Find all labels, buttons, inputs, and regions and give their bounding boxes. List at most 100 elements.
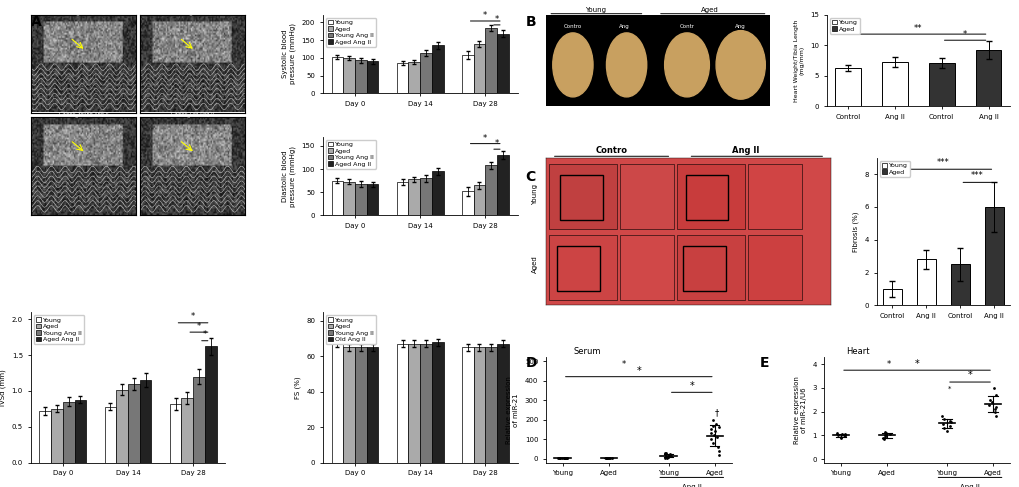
Y-axis label: Heart Weight/Tibia Length
(mg/mm): Heart Weight/Tibia Length (mg/mm) — [793, 19, 804, 101]
Point — [658, 454, 675, 462]
Point — [553, 454, 570, 462]
Text: *: * — [636, 366, 641, 375]
Ellipse shape — [606, 33, 646, 97]
Text: Young: Young — [531, 184, 537, 205]
Text: Ang II: Ang II — [681, 484, 701, 487]
Point — [659, 453, 676, 461]
Bar — [63, 402, 74, 463]
Point — [556, 454, 573, 462]
Point — [941, 422, 957, 430]
Y-axis label: Relative expression
of miR-21/U6: Relative expression of miR-21/U6 — [793, 376, 806, 444]
Point — [710, 447, 727, 455]
Point — [833, 431, 849, 438]
Text: *: * — [203, 330, 207, 339]
Point — [662, 452, 679, 460]
Text: Contr: Contr — [679, 24, 694, 29]
Point — [707, 420, 723, 428]
Point — [985, 408, 1002, 415]
Point — [660, 451, 677, 459]
Text: B: B — [525, 15, 535, 29]
Point — [597, 454, 613, 462]
Point — [706, 428, 722, 435]
Point — [881, 431, 898, 438]
Bar — [916, 260, 934, 305]
FancyBboxPatch shape — [677, 235, 745, 300]
Bar — [984, 207, 1003, 305]
Point — [658, 453, 675, 461]
Legend: Young, Aged: Young, Aged — [829, 18, 859, 34]
Point — [704, 439, 720, 447]
Point — [601, 454, 618, 462]
Text: *: * — [962, 30, 966, 39]
Point — [660, 451, 677, 459]
Point — [657, 450, 674, 457]
Ellipse shape — [552, 33, 592, 97]
Point — [657, 452, 674, 460]
Point — [702, 430, 718, 437]
Legend: Young, Aged, Young Ang II, Aged Ang II: Young, Aged, Young Ang II, Aged Ang II — [34, 315, 84, 344]
Point — [656, 450, 673, 458]
Bar — [343, 58, 355, 94]
FancyBboxPatch shape — [677, 164, 745, 228]
Point — [874, 434, 891, 442]
Point — [556, 454, 573, 462]
Bar — [331, 181, 343, 215]
Bar — [169, 404, 181, 463]
Point — [835, 431, 851, 439]
Legend: Young, Aged, Young Ang II, Old Ang II: Young, Aged, Young Ang II, Old Ang II — [325, 315, 376, 344]
Ellipse shape — [715, 31, 764, 99]
Y-axis label: Fibrosis (%): Fibrosis (%) — [852, 211, 858, 252]
Text: Aged: Aged — [531, 255, 537, 273]
Point — [943, 418, 959, 426]
Point — [980, 401, 997, 409]
Text: E: E — [759, 356, 768, 370]
Bar — [496, 155, 508, 215]
FancyBboxPatch shape — [748, 164, 802, 228]
Bar — [835, 68, 860, 106]
Text: *: * — [967, 371, 971, 380]
Y-axis label: Systolic blood
pressure (mmHg): Systolic blood pressure (mmHg) — [282, 23, 296, 84]
Bar — [355, 60, 367, 94]
Bar — [181, 398, 193, 463]
Bar — [367, 61, 378, 94]
Text: *: * — [494, 15, 498, 24]
Bar — [193, 376, 205, 463]
Bar — [431, 171, 443, 215]
Bar — [473, 44, 485, 94]
Text: *: * — [197, 322, 201, 331]
Title: Baseline_Old Ang-II: Baseline_Old Ang-II — [168, 9, 216, 15]
FancyBboxPatch shape — [620, 235, 674, 300]
Legend: Young, Aged, Young Ang II, Aged Ang II: Young, Aged, Young Ang II, Aged Ang II — [325, 140, 376, 169]
Point — [837, 431, 853, 439]
Bar — [485, 166, 496, 215]
Text: *: * — [887, 360, 891, 369]
Point — [710, 424, 727, 431]
Point — [551, 454, 568, 462]
Bar — [431, 45, 443, 94]
Text: Ang: Ang — [735, 24, 745, 29]
Text: Contro: Contro — [595, 146, 627, 155]
Point — [656, 449, 673, 457]
Point — [661, 450, 678, 458]
Point — [656, 454, 673, 462]
Point — [829, 431, 846, 439]
Point — [704, 416, 720, 424]
Point — [702, 426, 718, 433]
Bar — [420, 53, 431, 94]
Bar — [408, 179, 420, 215]
Point — [837, 431, 853, 439]
Point — [985, 384, 1002, 392]
Bar — [74, 399, 87, 463]
Bar — [331, 344, 343, 463]
Point — [598, 454, 614, 462]
Point — [709, 443, 726, 451]
Bar — [473, 348, 485, 463]
Bar — [928, 63, 954, 106]
Bar — [396, 344, 408, 463]
Point — [555, 454, 572, 462]
Text: Heart: Heart — [846, 347, 869, 356]
Point — [710, 451, 727, 459]
Point — [935, 415, 952, 423]
FancyBboxPatch shape — [748, 235, 802, 300]
Bar — [485, 348, 496, 463]
